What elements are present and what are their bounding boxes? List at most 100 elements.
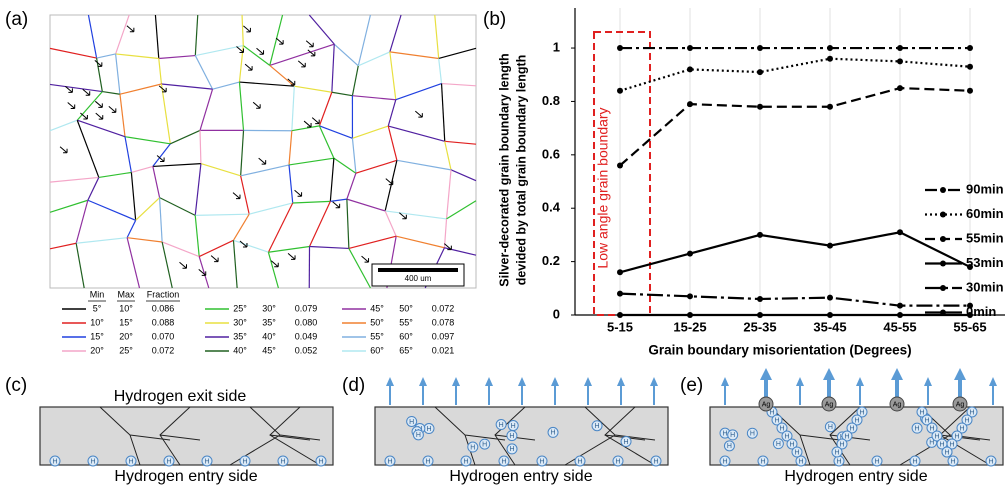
grain-boundary [333,43,359,67]
data-point [827,55,833,62]
grain-boundary [49,199,89,213]
data-point [757,295,763,302]
table-cell: 45° [370,303,384,313]
y-tick-label: 0.4 [542,200,561,215]
grain-boundary [194,14,199,56]
grain-boundary [288,164,294,204]
silver-atom [758,396,774,412]
grain-boundary [232,240,238,289]
silver-symbol: Ag [762,401,771,408]
arrow-marker [258,157,267,165]
hydrogen-symbol: H [964,417,969,424]
hydrogen-symbol: H [409,419,414,426]
table-header: Min [90,289,105,299]
entry-label: Hydrogen entry side [784,468,927,485]
table-cell: 30° [262,303,276,313]
grain-boundary [198,256,210,289]
hydrogen-symbol: H [730,432,735,439]
hydrogen-symbol: H [499,422,504,429]
data-point [617,269,623,276]
arrow-marker [385,178,394,186]
hydrogen-symbol: H [426,426,431,433]
arrow-marker [256,47,265,55]
x-tick-label: 5-15 [607,319,633,334]
grain-boundary [355,159,398,174]
grain-boundary [87,177,100,201]
table-cell: 0.049 [295,331,318,341]
hydrogen-symbol: H [954,433,959,440]
hydrogen-symbol: H [828,424,833,431]
grain-boundary [130,172,137,221]
hydrogen-atom [277,455,289,467]
table-cell: 60° [399,331,413,341]
grain-boundary [87,14,98,59]
legend-dot [940,260,946,267]
grain-boundary [102,90,121,95]
hydrogen-atom [961,414,973,426]
hydrogen-atom [911,422,923,434]
table-cell: 0.097 [432,331,455,341]
grain-boundary [75,243,85,289]
data-point [827,45,833,52]
grain-boundary [357,14,372,66]
hydrogen-atom [824,421,836,433]
entry-label: Hydrogen entry side [449,468,592,485]
legend-dot [940,285,946,291]
flux-head [891,368,903,380]
hydrogen-symbol: H [939,441,944,448]
grain-boundary [119,94,126,137]
data-point [757,103,763,110]
hydrogen-symbol: H [501,458,506,465]
hydrogen-symbol: H [912,458,917,465]
data-point [687,45,693,52]
flux-head [584,377,592,386]
hydrogen-atom [846,422,858,434]
hydrogen-atom [495,419,507,431]
flux-head [419,377,427,386]
data-point [967,87,973,94]
arrow-marker [126,25,135,33]
grain-boundary [126,237,141,289]
hydrogen-symbol: H [929,425,934,432]
grain-boundary [131,165,154,173]
grain-boundary [333,157,357,174]
arrow-marker [311,117,320,125]
table-cell: 55° [370,331,384,341]
grain-boundary [389,51,397,100]
arrow-marker [444,243,452,251]
hydrogen-symbol: H [924,417,929,424]
x-tick-label: 55-65 [953,319,986,334]
hydrogen-symbol: H [416,432,421,439]
grain-boundary [96,57,103,92]
data-point [827,242,833,249]
grain-boundary [241,14,244,46]
table-cell: 60° [370,345,384,355]
hydrogen-symbol: H [779,425,784,432]
legend-label: 55min [966,230,1004,245]
table-cell: 0.072 [152,345,175,355]
grain-boundary [161,83,213,90]
hydrogen-atom [921,414,933,426]
panel-label: (d) [342,375,365,396]
x-tick-label: 15-25 [673,319,706,334]
hydrogen-atom [498,455,510,467]
hydrogen-atom [856,406,868,418]
grain-boundary [238,82,245,131]
silver-symbol: Ag [825,401,834,408]
series-line [619,57,971,92]
data-point [617,87,623,94]
table-cell: 0.021 [432,345,455,355]
table-cell: 10° [119,303,133,313]
hydrogen-symbol: H [798,458,803,465]
grain-boundary [384,160,398,212]
grain-boundary [346,199,350,249]
hydrogen-symbol: H [760,458,765,465]
grain-boundary [269,43,335,66]
grain-boundary [161,241,173,289]
grain-boundary [396,159,452,171]
grain-boundary [352,125,389,139]
hydrogen-symbol: H [482,441,487,448]
grain-boundary [440,83,446,142]
entry-label: Hydrogen entry side [114,468,257,485]
